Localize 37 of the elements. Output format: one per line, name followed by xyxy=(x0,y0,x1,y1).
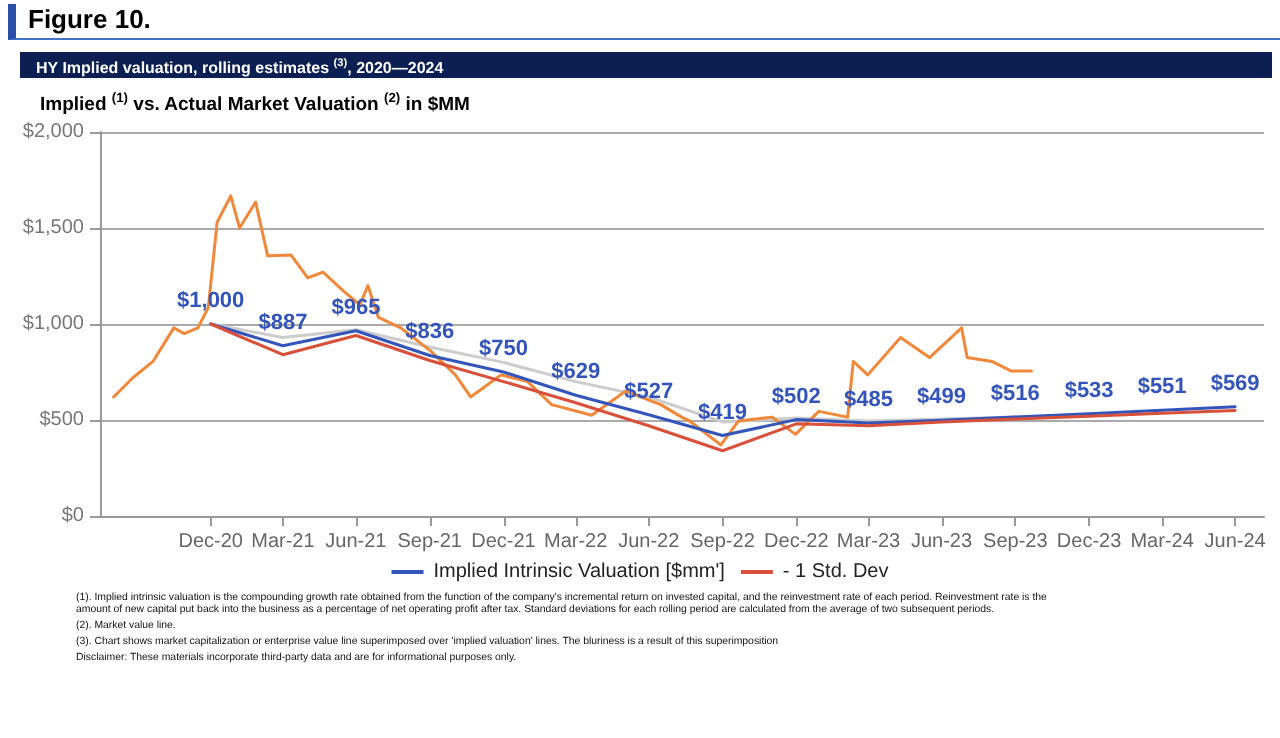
y-tick-label: $2,000 xyxy=(22,121,85,143)
x-tick-label: Dec-23 xyxy=(1056,531,1123,553)
x-tick-label: Jun-22 xyxy=(618,531,681,553)
x-tick-label: Dec-22 xyxy=(764,531,830,553)
data-label: $629 xyxy=(551,360,601,385)
data-label: $502 xyxy=(771,384,821,409)
y-axis-title: Implied $^{(1)}$ vs. Actual Market Valuation $^{(2)}$ in $MM xyxy=(40,92,470,117)
data-label: $499 xyxy=(917,385,966,410)
data-label: $887 xyxy=(258,310,308,335)
data-label: $533 xyxy=(1064,378,1114,403)
x-tick-label: Mar-21 xyxy=(251,531,316,553)
legend-label: - 1 Std. Dev xyxy=(782,561,889,583)
x-tick-label: Sep-21 xyxy=(397,531,463,553)
data-label: $551 xyxy=(1137,375,1187,400)
y-tick-label: $500 xyxy=(39,409,85,431)
x-tick-label: Dec-20 xyxy=(178,531,244,553)
x-tick-label: Mar-22 xyxy=(544,531,609,553)
data-label: $527 xyxy=(624,379,674,404)
y-tick-label: $0 xyxy=(61,505,85,527)
x-tick-label: Mar-23 xyxy=(836,531,902,553)
y-tick-label: $1,000 xyxy=(22,313,85,335)
data-label: $569 xyxy=(1210,371,1260,396)
x-tick-label: Sep-22 xyxy=(690,531,756,553)
data-label: $836 xyxy=(405,320,455,345)
chart-subtitle: HY Implied valuation, rolling estimates $^{(3)}$, 2020—2024 xyxy=(20,52,1272,78)
x-tick-label: Sep-23 xyxy=(983,531,1049,553)
x-tick-label: Jun-24 xyxy=(1204,531,1267,553)
legend-label: Implied Intrinsic Valuation [$mm'] xyxy=(433,561,726,583)
x-tick-label: Jun-23 xyxy=(910,531,973,553)
x-tick-label: Mar-24 xyxy=(1130,531,1195,553)
y-tick-label: $1,500 xyxy=(22,217,85,239)
chart-title: Figure 10. xyxy=(8,4,1280,40)
data-label: $750 xyxy=(479,337,528,361)
x-tick-label: Jun-21 xyxy=(325,531,388,553)
data-label: $516 xyxy=(990,381,1040,406)
data-label: $419 xyxy=(698,400,747,425)
x-tick-label: Dec-21 xyxy=(471,531,537,553)
